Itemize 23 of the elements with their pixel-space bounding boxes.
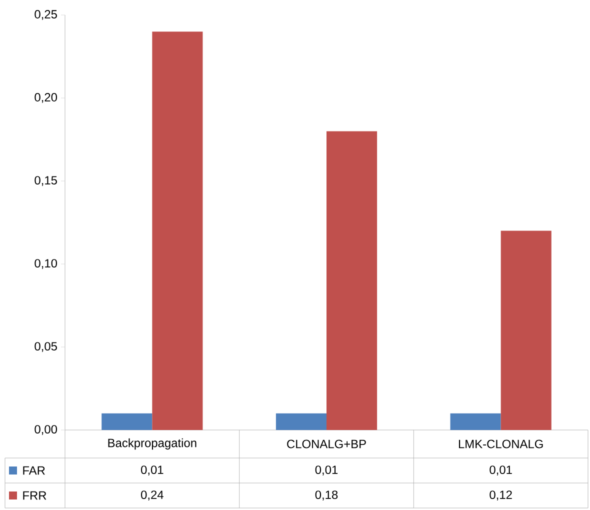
data-label: 0,18 xyxy=(315,490,338,500)
y-tick-label: 0,00 xyxy=(34,425,58,435)
y-tick-label: 0,05 xyxy=(34,342,57,352)
bar xyxy=(500,230,552,430)
data-label: 0,12 xyxy=(490,490,512,500)
bar xyxy=(152,32,203,430)
y-tick-label: 0,10 xyxy=(34,259,58,269)
bar xyxy=(450,413,501,430)
data-label: 0,01 xyxy=(490,466,512,476)
x-tick-label: Backpropagation xyxy=(108,438,196,450)
bar xyxy=(326,131,378,430)
x-tick-label: LMK-CLONALG xyxy=(458,440,543,448)
y-tick-label: 0,25 xyxy=(34,10,57,20)
legend-label: FRR xyxy=(23,491,46,500)
bar xyxy=(276,413,327,430)
x-tick-label: CLONALG+BP xyxy=(287,440,366,448)
data-label: 0,01 xyxy=(141,466,164,476)
legend-label: FAR xyxy=(23,466,45,475)
y-tick-label: 0,15 xyxy=(34,176,57,186)
bar xyxy=(102,413,152,430)
y-tick-label: 0,20 xyxy=(34,93,58,103)
data-label: 0,01 xyxy=(315,466,338,476)
data-label: 0,24 xyxy=(141,490,164,500)
